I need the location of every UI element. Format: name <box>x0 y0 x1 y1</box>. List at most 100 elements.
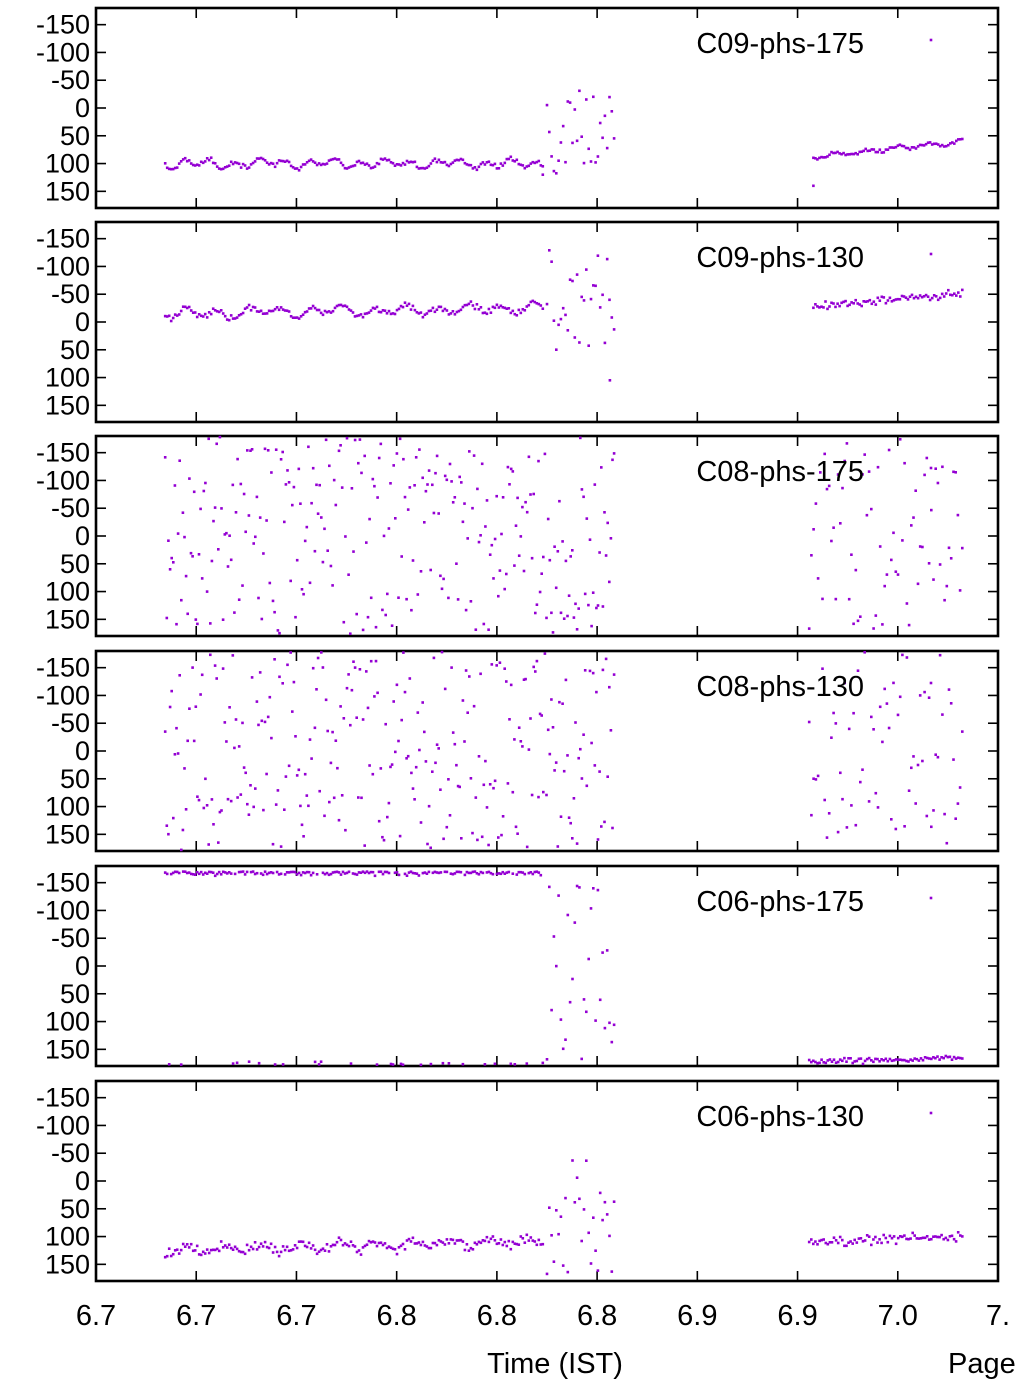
data-point <box>552 319 556 322</box>
data-point <box>281 1245 285 1248</box>
data-point <box>865 1057 869 1061</box>
data-point <box>603 341 607 345</box>
data-point <box>363 1244 367 1248</box>
data-point <box>505 871 509 874</box>
data-point <box>289 651 292 654</box>
data-point <box>369 309 373 312</box>
data-point <box>450 666 453 669</box>
data-point <box>855 1241 859 1244</box>
data-point <box>227 318 231 322</box>
data-point <box>302 592 305 596</box>
data-point <box>258 671 262 674</box>
data-point <box>173 870 177 874</box>
data-point <box>903 461 906 465</box>
data-point <box>376 496 379 499</box>
data-point <box>369 1241 373 1244</box>
data-point <box>949 557 953 560</box>
legend-marker <box>929 38 933 42</box>
data-point <box>600 466 603 469</box>
data-point <box>383 157 387 160</box>
data-point <box>557 159 560 162</box>
data-point <box>175 870 179 874</box>
data-point <box>333 306 337 310</box>
data-point <box>361 718 365 721</box>
data-point <box>303 871 307 875</box>
data-point <box>825 487 829 491</box>
data-point <box>919 1057 923 1060</box>
data-point <box>501 164 505 167</box>
data-point <box>467 1249 471 1252</box>
data-point <box>439 1240 443 1243</box>
data-point <box>585 517 589 520</box>
data-point <box>509 1062 513 1066</box>
data-point <box>289 579 292 583</box>
data-point <box>268 581 272 585</box>
data-point <box>818 306 821 309</box>
data-point <box>497 167 501 170</box>
data-point <box>874 1057 877 1061</box>
data-point <box>888 1234 892 1238</box>
data-point <box>397 739 400 743</box>
data-point <box>307 307 311 310</box>
data-point <box>552 169 556 173</box>
data-point <box>477 540 481 544</box>
data-point <box>365 541 368 544</box>
data-point <box>383 1242 387 1245</box>
data-point <box>881 740 884 744</box>
data-point <box>823 798 826 802</box>
data-point <box>247 1248 251 1252</box>
data-point <box>836 473 840 476</box>
data-point <box>218 810 222 814</box>
data-point <box>301 313 305 316</box>
data-point <box>485 871 489 874</box>
data-point <box>579 747 582 751</box>
data-point <box>479 306 483 309</box>
data-point <box>521 505 524 509</box>
data-point <box>371 772 375 776</box>
data-point <box>451 872 455 876</box>
data-point <box>417 874 421 877</box>
data-point <box>961 1057 964 1060</box>
data-point <box>527 164 531 168</box>
data-point <box>223 721 227 724</box>
data-point <box>936 1055 939 1058</box>
data-point <box>245 306 249 309</box>
data-point <box>323 527 326 531</box>
data-point <box>227 871 231 874</box>
data-point <box>353 438 357 442</box>
data-point <box>368 517 371 521</box>
data-point <box>548 249 551 252</box>
data-point <box>471 506 474 510</box>
data-point <box>247 303 251 307</box>
data-point <box>253 872 257 876</box>
data-point <box>219 309 223 312</box>
data-point <box>315 873 319 876</box>
data-point <box>821 667 824 670</box>
data-point <box>305 310 309 313</box>
data-point <box>221 167 225 171</box>
data-point <box>888 146 892 149</box>
data-point <box>395 163 399 166</box>
data-point <box>426 483 429 486</box>
data-point <box>592 95 595 99</box>
data-point <box>297 768 301 772</box>
data-point <box>350 487 354 490</box>
data-point <box>499 304 503 308</box>
data-point <box>313 549 317 553</box>
data-point <box>337 449 341 453</box>
data-point <box>373 874 377 878</box>
data-point <box>419 821 423 824</box>
data-point <box>513 312 517 316</box>
data-point <box>578 89 581 93</box>
data-point <box>523 872 527 876</box>
data-point <box>443 870 447 874</box>
data-point <box>250 448 254 451</box>
data-point <box>541 307 545 310</box>
data-point <box>596 254 600 257</box>
data-point <box>832 302 835 305</box>
data-point <box>887 448 891 452</box>
data-point <box>263 1240 267 1244</box>
data-point <box>413 798 416 801</box>
data-point <box>575 139 579 143</box>
